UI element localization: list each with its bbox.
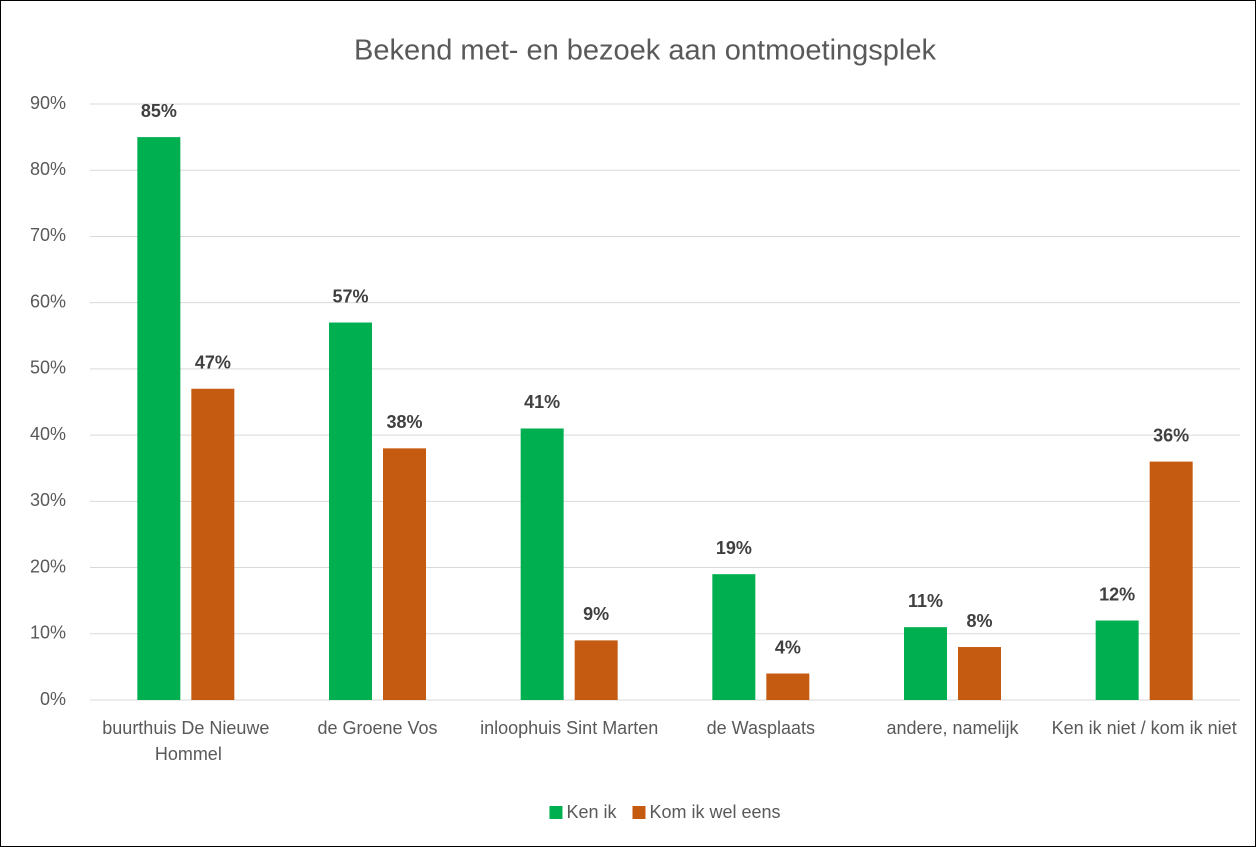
- data-label: 4%: [775, 637, 801, 657]
- data-label: 19%: [716, 538, 752, 558]
- bar: [383, 448, 426, 700]
- legend: Ken ik Kom ik wel eens: [549, 802, 781, 822]
- bar: [1095, 620, 1139, 700]
- y-tick-label: 30%: [30, 490, 66, 510]
- chart-title: Bekend met- en bezoek aan ontmoetingsple…: [354, 35, 936, 67]
- data-label: 47%: [195, 353, 231, 373]
- bar: [904, 627, 947, 700]
- data-label: 36%: [1153, 425, 1189, 445]
- bar: [329, 322, 372, 700]
- bar: [520, 428, 564, 700]
- data-label: 11%: [908, 591, 943, 611]
- y-tick-label: 40%: [30, 424, 66, 444]
- bar: [958, 647, 1001, 700]
- legend-label: Kom ik wel eens: [649, 802, 780, 822]
- data-label: 9%: [583, 604, 609, 624]
- bar: [137, 137, 181, 701]
- data-label: 38%: [386, 412, 422, 432]
- y-tick-label: 10%: [30, 623, 66, 643]
- legend-swatch: [632, 806, 646, 819]
- x-tick-label: andere, namelijk: [886, 718, 1019, 738]
- bar: [1149, 461, 1193, 700]
- data-label: 57%: [332, 286, 368, 306]
- data-label: 8%: [966, 611, 992, 631]
- x-tick-label: de Groene Vos: [317, 718, 437, 738]
- y-tick-label: 70%: [30, 225, 66, 245]
- legend-label: Ken ik: [566, 802, 617, 822]
- data-label: 12%: [1099, 584, 1135, 604]
- bar: [574, 640, 618, 700]
- y-tick-label: 80%: [30, 159, 66, 179]
- x-tick-label: de Wasplaats: [707, 718, 815, 738]
- y-tick-label: 60%: [30, 291, 66, 311]
- y-tick-label: 90%: [30, 93, 66, 113]
- bar: [712, 574, 756, 700]
- x-tick-label: buurthuis De Nieuwe Hommel: [102, 718, 269, 764]
- bar: [191, 388, 235, 700]
- y-tick-label: 0%: [40, 689, 66, 709]
- legend-swatch: [549, 806, 563, 819]
- x-tick-label: Ken ik niet / kom ik niet: [1052, 718, 1237, 738]
- y-tick-label: 20%: [30, 556, 66, 576]
- data-label: 41%: [524, 392, 560, 412]
- y-tick-label: 50%: [30, 358, 66, 378]
- data-label: 85%: [141, 101, 177, 121]
- x-tick-label: inloophuis Sint Marten: [480, 718, 658, 738]
- bar: [766, 673, 810, 700]
